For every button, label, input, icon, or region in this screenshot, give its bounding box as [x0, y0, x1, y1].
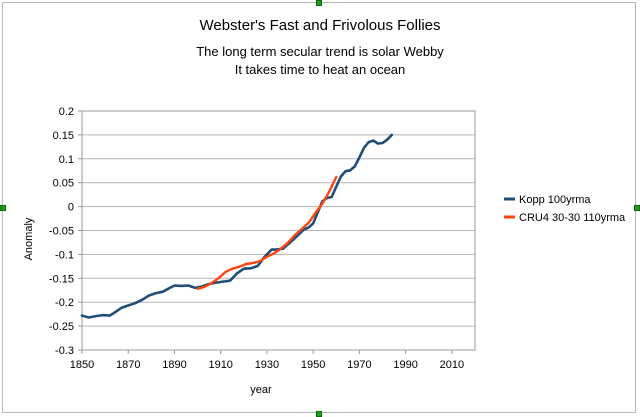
y-tick-label: 0.1	[59, 154, 74, 166]
series-lines	[80, 133, 394, 319]
x-tick-label: 1870	[116, 359, 140, 371]
chart-title: Webster's Fast and Frivolous Follies	[199, 17, 440, 34]
x-tick-label: 1890	[162, 359, 186, 371]
x-axis-ticks: 1850 1870 1890 1910 1930 1950 1970 1990 2010	[70, 350, 464, 371]
y-tick-label: -0.25	[49, 321, 74, 333]
y-tick-label: -0.15	[49, 273, 74, 285]
y-tick-label: 0.05	[53, 178, 74, 190]
x-tick-label: 1930	[255, 359, 279, 371]
chart-subtitle-line-1: The long term secular trend is solar Web…	[196, 44, 444, 59]
y-tick-label: 0	[68, 202, 74, 214]
y-tick-label: -0.3	[55, 345, 74, 357]
legend: Kopp 100yrma CRU4 30-30 110yrma	[504, 194, 626, 224]
x-tick-label: 1950	[301, 359, 325, 371]
y-tick-label: 0.2	[59, 106, 74, 118]
y-tick-label: -0.1	[55, 249, 74, 261]
x-tick-label: 1850	[70, 359, 94, 371]
y-tick-label: 0.15	[53, 130, 74, 142]
chart-subtitle-line-2: It takes time to heat an ocean	[235, 62, 406, 77]
legend-label-kopp: Kopp 100yrma	[519, 194, 591, 206]
resize-handle-top[interactable]	[316, 0, 322, 6]
y-axis-title: Anomaly	[23, 217, 35, 260]
resize-handle-left[interactable]	[0, 205, 6, 211]
x-axis-title: year	[250, 384, 272, 396]
y-tick-label: -0.05	[49, 226, 74, 238]
gridlines	[82, 110, 475, 351]
series-line-cru4	[196, 175, 338, 290]
x-tick-label: 1970	[347, 359, 371, 371]
x-tick-label: 1990	[393, 359, 417, 371]
legend-label-cru4: CRU4 30-30 110yrma	[519, 212, 626, 224]
x-tick-label: 2010	[440, 359, 464, 371]
x-tick-label: 1910	[208, 359, 232, 371]
y-axis-ticks: 0.2 0.15 0.1 0.05 0 -0.05 -0.1 -0.15 -0.2 -0.25 -0…	[49, 106, 82, 357]
series-line-kopp	[80, 133, 394, 319]
y-tick-label: -0.2	[55, 297, 74, 309]
